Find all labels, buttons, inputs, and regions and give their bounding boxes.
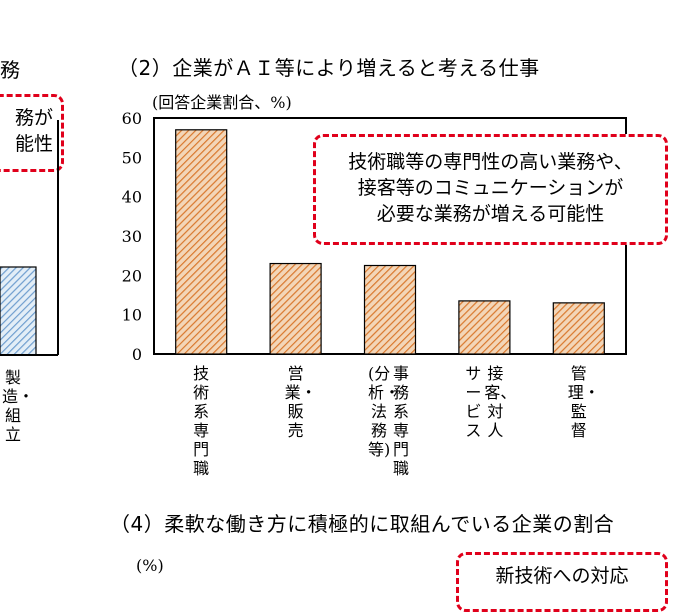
x-tick-label: 事務系専門職 [392, 364, 409, 478]
chart-callout: 技術職等の専門性の高い業務や、 接客等のコミュニケーションが 必要な業務が増える… [313, 134, 668, 245]
panel4-callout-text: 新技術への対応 [495, 565, 629, 587]
x-tick-label: 技術系専門職 [193, 364, 210, 478]
x-tick-label: 接客、対人 [484, 364, 517, 440]
left-chart [0, 120, 59, 356]
left-panel: 務 務が 能性 製造・組立 [0, 0, 70, 500]
x-tick-label: (分析・法務等) [368, 364, 401, 459]
left-callout: 務が 能性 [0, 94, 64, 172]
chart-callout-text: 技術職等の専門性の高い業務や、 接客等のコミュニケーションが 必要な業務が増える… [348, 151, 633, 225]
panel4-title: （4）柔軟な働き方に積極的に取組んでいる企業の割合 [110, 512, 615, 536]
y-tick-label: 40 [122, 188, 142, 207]
left-callout-text: 務が 能性 [14, 107, 53, 155]
y-tick-label: 50 [122, 148, 142, 167]
left-panel-title: 務 [0, 58, 20, 82]
y-tick-label: 0 [132, 345, 142, 364]
bar [363, 264, 417, 355]
y-tick-label: 30 [122, 227, 142, 246]
bar [552, 302, 605, 355]
y-tick-label: 10 [122, 306, 142, 325]
panel4-unit: (%) [136, 556, 164, 575]
y-tick-label: 60 [122, 109, 142, 128]
bar [458, 300, 511, 355]
y-axis-label: (回答企業割合、%) [152, 93, 292, 112]
panel4-callout: 新技術への対応 [456, 552, 668, 612]
x-tick-label: 営業・販売 [284, 364, 317, 440]
y-tick-label: 20 [122, 266, 142, 285]
bar-chart: 0 10 20 30 40 50 60 [122, 109, 627, 364]
x-tick-label: 管理・監督 [567, 364, 600, 440]
chart-title: （2）企業がＡＩ等により増えると考える仕事 [118, 56, 540, 80]
bar [269, 262, 322, 355]
x-tick-label: サービス [465, 364, 482, 440]
bar [175, 129, 228, 355]
